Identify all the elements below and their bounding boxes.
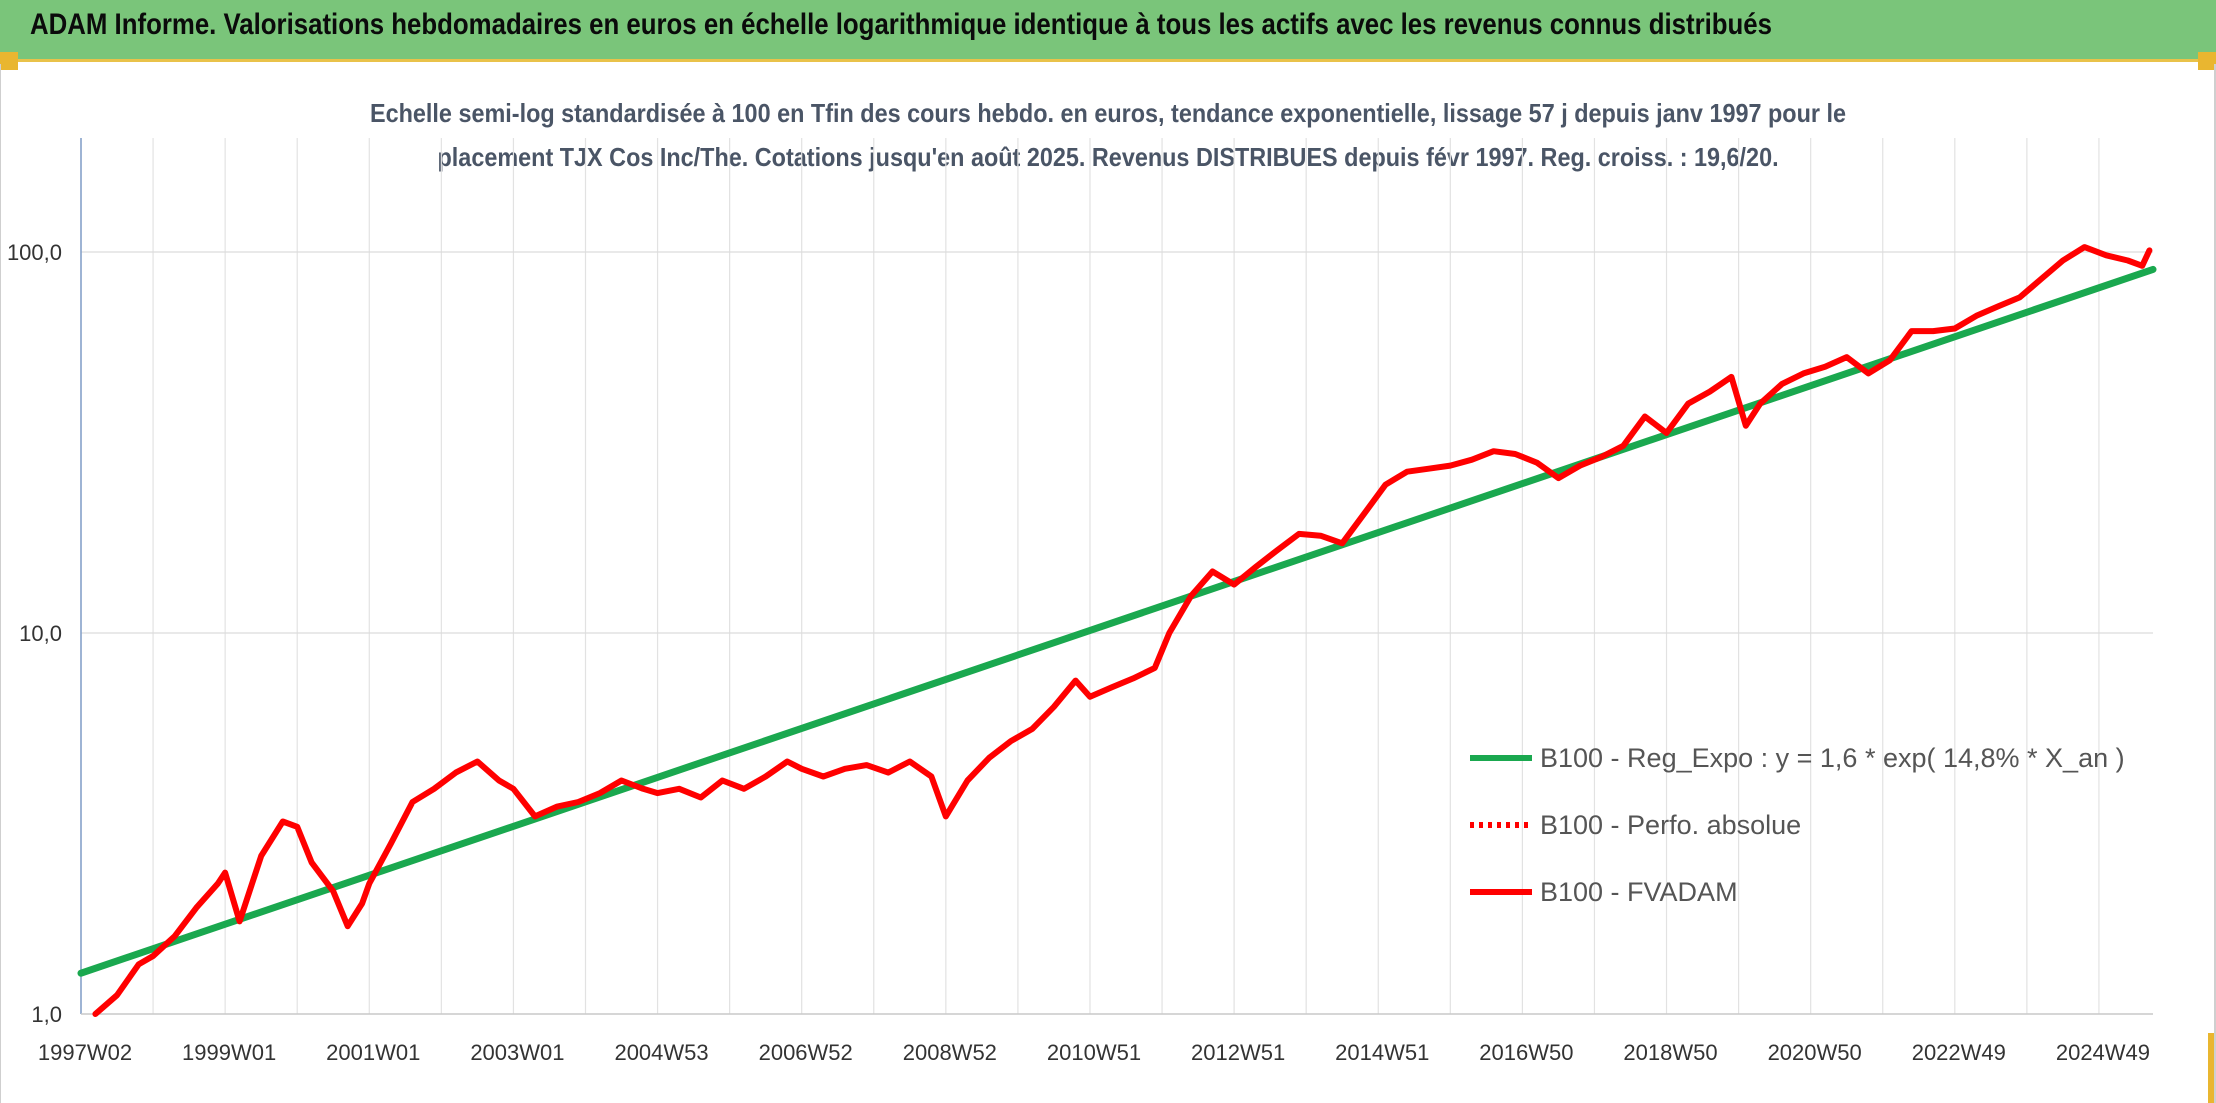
x-tick-label: 2006W52 [759,1040,853,1065]
x-tick-label: 1997W02 [38,1040,132,1065]
y-axis-ticks: 1,0 10,0 100,0 [7,240,62,1027]
x-tick-label: 2024W49 [2056,1040,2150,1065]
chart-subtitle-line2: placement TJX Cos Inc/The. Cotations jus… [437,142,1779,172]
chart-frame [0,64,2216,1103]
y-tick-label: 1,0 [31,1002,62,1027]
x-tick-label: 2008W52 [903,1040,997,1065]
grid-lines [81,138,2153,1014]
y-tick-label: 100,0 [7,240,62,265]
report-title: ADAM Informe. Valorisations hebdomadaire… [30,8,1772,41]
series-line-reg-expo [77,265,2157,977]
x-tick-label: 2016W50 [1479,1040,1573,1065]
x-tick-label: 2004W53 [614,1040,708,1065]
report-header: ADAM Informe. Valorisations hebdomadaire… [0,0,2216,62]
x-axis-ticks: 1997W02 1999W01 2001W01 2003W01 2004W53 2006W… [38,1040,2150,1065]
chart-subtitle-line1: Echelle semi-log standardisée à 100 en T… [369,98,1846,128]
x-tick-label: 2018W50 [1623,1040,1717,1065]
x-tick-label: 2001W01 [326,1040,420,1065]
x-tick-label: 2010W51 [1047,1040,1141,1065]
legend-item-perfo-absolue: B100 - Perfo. absolue [1470,810,1801,840]
legend-item-reg-expo: B100 - Reg_Expo : y = 1,6 * exp( 14,8% *… [1470,743,2125,773]
corner-marker-bottom-right [2208,1033,2214,1103]
series-line-fvadam [92,244,2153,1017]
legend-label: B100 - Reg_Expo : y = 1,6 * exp( 14,8% *… [1540,743,2125,773]
corner-marker-right [2198,52,2216,70]
x-tick-label: 2020W50 [1768,1040,1862,1065]
x-tick-label: 2012W51 [1191,1040,1285,1065]
chart-legend: B100 - Reg_Expo : y = 1,6 * exp( 14,8% *… [1470,743,2125,907]
legend-label: B100 - Perfo. absolue [1540,810,1801,840]
plot-series [77,244,2157,1017]
x-tick-label: 2014W51 [1335,1040,1429,1065]
legend-item-fvadam: B100 - FVADAM [1470,877,1738,907]
y-tick-label: 10,0 [19,621,62,646]
x-tick-label: 2003W01 [470,1040,564,1065]
legend-label: B100 - FVADAM [1540,877,1738,907]
corner-marker-left [0,52,18,70]
x-tick-label: 2022W49 [1912,1040,2006,1065]
x-tick-label: 1999W01 [182,1040,276,1065]
